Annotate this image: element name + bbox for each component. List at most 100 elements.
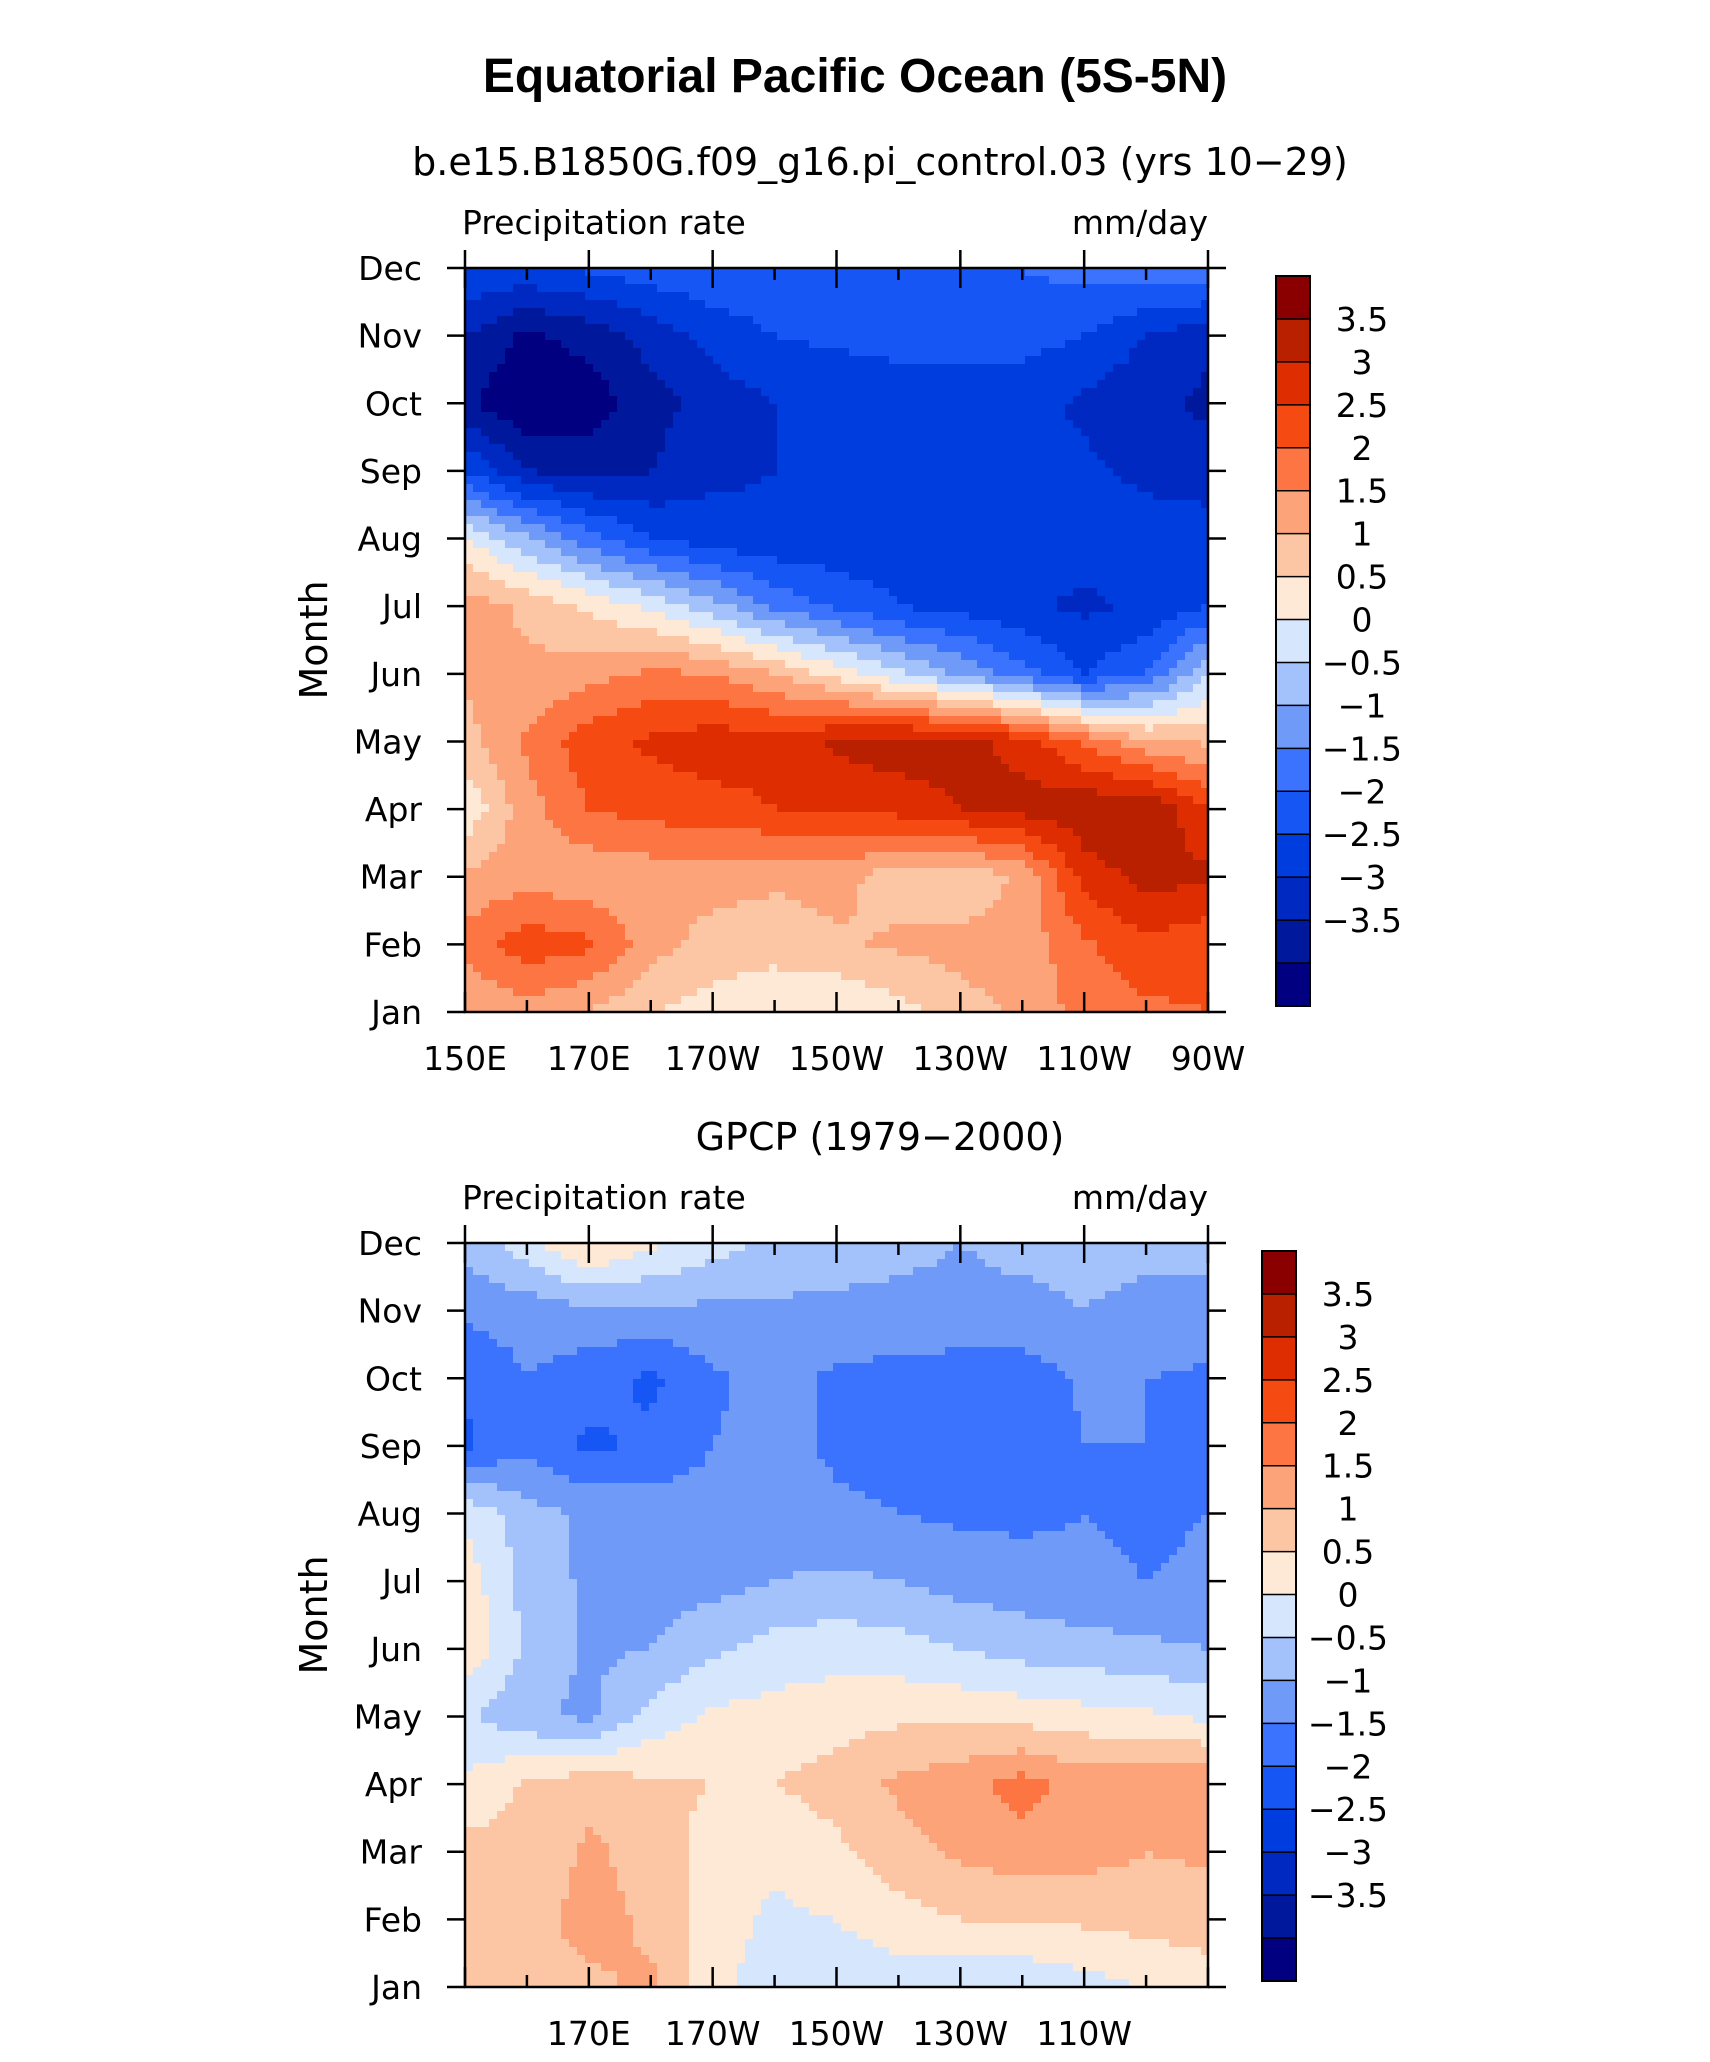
contour-cell <box>777 580 786 589</box>
contour-cell <box>769 668 778 677</box>
contour-cell <box>897 500 906 509</box>
contour-cell <box>977 436 986 445</box>
contour-cell <box>1113 380 1122 389</box>
contour-cell <box>881 644 890 653</box>
contour-cell <box>609 340 618 349</box>
contour-cell <box>689 324 698 333</box>
contour-cell <box>697 388 706 397</box>
contour-cell <box>617 308 626 317</box>
contour-cell <box>969 332 978 341</box>
contour-cell <box>657 420 666 429</box>
contour-cell <box>1033 268 1042 277</box>
contour-cell <box>745 636 754 645</box>
contour-cell <box>1201 540 1208 549</box>
contour-cell <box>881 268 890 277</box>
contour-cell <box>1105 596 1114 605</box>
contour-cell <box>905 276 914 285</box>
contour-cell <box>1121 652 1130 661</box>
contour-cell <box>985 620 994 629</box>
contour-cell <box>1017 628 1026 637</box>
contour-cell <box>617 356 626 365</box>
contour-cell <box>889 292 898 301</box>
contour-cell <box>697 340 706 349</box>
contour-cell <box>681 468 690 477</box>
contour-cell <box>681 588 690 597</box>
contour-cell <box>961 556 970 565</box>
contour-cell <box>1177 508 1186 517</box>
contour-cell <box>1057 380 1066 389</box>
contour-cell <box>1001 292 1010 301</box>
contour-cell <box>537 644 546 653</box>
contour-cell <box>697 684 706 693</box>
contour-cell <box>913 436 922 445</box>
contour-cell <box>1105 460 1114 469</box>
contour-cell <box>665 348 674 357</box>
contour-cell <box>873 468 882 477</box>
contour-cell <box>929 596 938 605</box>
contour-cell <box>713 356 722 365</box>
contour-cell <box>769 572 778 581</box>
contour-cell <box>729 340 738 349</box>
contour-cell <box>889 316 898 325</box>
contour-cell <box>505 412 514 421</box>
contour-cell <box>505 332 514 341</box>
contour-cell <box>817 524 826 533</box>
contour-cell <box>1033 572 1042 581</box>
contour-cell <box>1121 588 1130 597</box>
contour-cell <box>753 388 762 397</box>
contour-cell <box>793 508 802 517</box>
contour-cell <box>1073 684 1082 693</box>
contour-cell <box>993 580 1002 589</box>
contour-cell <box>817 644 826 653</box>
contour-cell <box>1121 268 1130 277</box>
contour-cell <box>577 556 586 565</box>
contour-cell <box>1161 540 1170 549</box>
contour-cell <box>1057 420 1066 429</box>
contour-cell <box>521 308 530 317</box>
contour-cell <box>553 420 562 429</box>
contour-cell <box>1201 404 1208 413</box>
contour-cell <box>641 412 650 421</box>
contour-cell <box>1041 276 1050 285</box>
contour-cell <box>1049 676 1058 685</box>
contour-cell <box>817 604 826 613</box>
contour-cell <box>945 380 954 389</box>
contour-cell <box>753 308 762 317</box>
contour-cell <box>1113 468 1122 477</box>
contour-cell <box>673 620 682 629</box>
contour-cell <box>953 308 962 317</box>
contour-cell <box>897 324 906 333</box>
contour-cell <box>1169 420 1178 429</box>
contour-cell <box>913 332 922 341</box>
contour-cell <box>817 284 826 293</box>
contour-cell <box>1073 396 1082 405</box>
contour-cell <box>641 604 650 613</box>
contour-cell <box>841 652 850 661</box>
contour-cell <box>921 460 930 469</box>
contour-cell <box>617 668 626 677</box>
contour-cell <box>625 660 634 669</box>
contour-cell <box>1065 572 1074 581</box>
contour-cell <box>825 636 834 645</box>
contour-cell <box>1041 460 1050 469</box>
contour-cell <box>713 436 722 445</box>
contour-cell <box>897 316 906 325</box>
contour-cell <box>1193 524 1202 533</box>
contour-cell <box>1129 468 1138 477</box>
contour-cell <box>585 564 594 573</box>
contour-cell <box>1097 340 1106 349</box>
contour-cell <box>561 484 570 493</box>
contour-cell <box>537 500 546 509</box>
contour-cell <box>481 660 490 669</box>
contour-cell <box>473 620 482 629</box>
contour-cell <box>785 524 794 533</box>
contour-cell <box>873 572 882 581</box>
contour-cell <box>889 668 898 677</box>
contour-cell <box>673 652 682 661</box>
contour-cell <box>545 300 554 309</box>
contour-cell <box>513 316 522 325</box>
contour-cell <box>745 324 754 333</box>
contour-cell <box>497 268 506 277</box>
contour-cell <box>785 444 794 453</box>
contour-cell <box>1033 388 1042 397</box>
